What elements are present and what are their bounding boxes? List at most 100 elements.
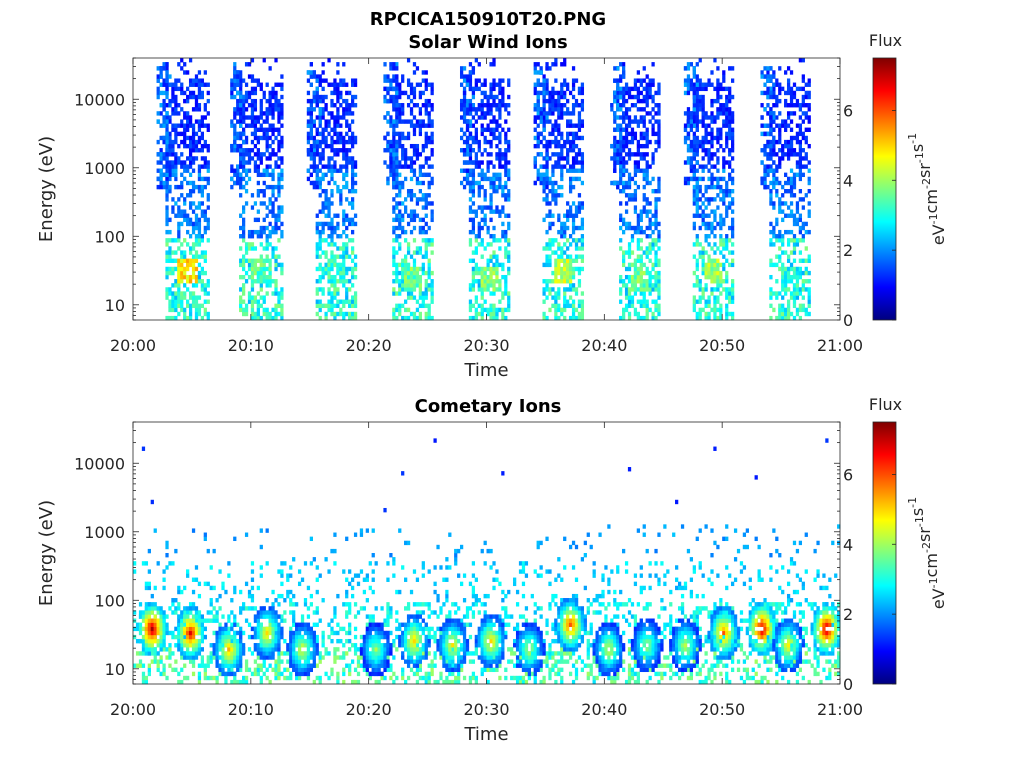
- spectrogram-cell: [695, 299, 699, 304]
- spectrogram-cell: [645, 152, 649, 157]
- spectrogram-cell: [474, 279, 478, 284]
- spectrogram-cell: [492, 176, 496, 182]
- spectrogram-cell: [191, 139, 196, 145]
- spectrogram-cell: [624, 250, 629, 255]
- spectrogram-cell: [789, 152, 794, 157]
- spectrogram-cell: [180, 266, 184, 272]
- spectrogram-cell: [268, 152, 272, 157]
- spectrogram-cell: [545, 86, 549, 92]
- spectrogram-cell: [471, 303, 476, 309]
- spectrogram-cell: [563, 103, 567, 108]
- spectrogram-cell: [206, 160, 210, 165]
- spectrogram-cell: [392, 209, 396, 214]
- spectrogram-cell: [424, 201, 428, 206]
- spectrogram-cell: [406, 78, 411, 83]
- spectrogram-cell: [330, 254, 334, 259]
- spectrogram-cell: [486, 262, 490, 268]
- spectrogram-cell: [392, 225, 396, 231]
- spectrogram-cell: [622, 164, 626, 169]
- spectrogram-cell: [424, 303, 428, 309]
- spectrogram-cell: [486, 274, 490, 280]
- spectrogram-cell: [580, 82, 585, 87]
- spectrogram-cell: [200, 201, 204, 206]
- spectrogram-cell: [280, 184, 284, 190]
- spectrogram-cell: [427, 82, 431, 87]
- spectrogram-cell: [253, 135, 258, 141]
- spectrogram-cell: [683, 123, 688, 128]
- spectrogram-cell: [197, 148, 202, 153]
- spectrogram-cell: [327, 119, 331, 124]
- spectrogram-cell: [778, 90, 782, 96]
- spectrogram-cell: [792, 148, 797, 153]
- spectrogram-cell: [801, 258, 805, 263]
- spectrogram-cell: [265, 205, 269, 210]
- spectrogram-cell: [683, 176, 688, 182]
- spectrogram-cell: [698, 86, 702, 92]
- spectrogram-cell: [250, 131, 255, 137]
- spectrogram-cell: [778, 160, 782, 165]
- spectrogram-cell: [778, 246, 782, 251]
- spectrogram-cell: [789, 213, 794, 218]
- spectrogram-cell: [577, 148, 582, 153]
- spectrogram-cell: [342, 184, 346, 190]
- spectrogram-cell: [778, 291, 782, 296]
- spectrogram-cell: [239, 94, 243, 100]
- spectrogram-cell: [725, 279, 729, 284]
- spectrogram-cell: [330, 262, 334, 268]
- spectrogram-cell: [704, 266, 708, 272]
- spectrogram-cell: [692, 103, 696, 108]
- spectrogram-cell: [504, 135, 508, 141]
- spectrogram-cell: [710, 135, 714, 141]
- spectrogram-cell: [188, 221, 193, 227]
- spectrogram-cell: [191, 221, 196, 227]
- spectrogram-cell: [418, 127, 422, 132]
- spectrogram-cell: [554, 307, 558, 313]
- spectrogram-cell: [191, 107, 196, 112]
- spectrogram-cell: [792, 184, 797, 190]
- spectrogram-cell: [309, 143, 313, 149]
- spectrogram-cell: [613, 90, 617, 96]
- spectrogram-cell: [551, 107, 555, 112]
- spectrogram-cell: [722, 86, 726, 92]
- spectrogram-cell: [489, 205, 493, 210]
- spectrogram-cell: [165, 287, 169, 292]
- spectrogram-cell: [545, 66, 549, 71]
- spectrogram-cell: [230, 176, 234, 182]
- spectrogram-cell: [804, 287, 808, 292]
- spectrogram-cell: [536, 62, 540, 67]
- spectrogram-cell: [798, 287, 803, 292]
- spectrogram-cell: [180, 131, 184, 137]
- spectrogram-cell: [242, 283, 246, 288]
- spectrogram-cell: [336, 107, 340, 112]
- spectrogram-cell: [424, 193, 428, 198]
- spectrogram-cell: [427, 119, 431, 124]
- spectrogram-cell: [645, 213, 649, 218]
- spectrogram-cell: [507, 291, 511, 296]
- spectrogram-cell: [188, 78, 193, 83]
- spectrogram-cell: [404, 266, 408, 272]
- spectrogram-cell: [159, 90, 163, 96]
- spectrogram-cell: [259, 274, 263, 280]
- spectrogram-cell: [551, 189, 555, 194]
- spectrogram-cell: [701, 139, 705, 145]
- spectrogram-cell: [639, 299, 643, 304]
- spectrogram-cell: [710, 279, 714, 284]
- spectrogram-cell: [633, 119, 638, 124]
- spectrogram-cell: [398, 94, 402, 100]
- spectrogram-cell: [389, 143, 393, 149]
- spectrogram-cell: [713, 295, 717, 300]
- spectrogram-cell: [707, 176, 711, 182]
- spectrogram-cell: [262, 172, 266, 178]
- spectrogram-cell: [318, 74, 322, 79]
- spectrogram-cell: [406, 295, 411, 300]
- spectrogram-cell: [624, 283, 629, 288]
- spectrogram-cell: [657, 127, 661, 132]
- spectrogram-cell: [421, 103, 425, 108]
- spectrogram-cell: [250, 246, 255, 251]
- spectrogram-cell: [174, 94, 178, 100]
- spectrogram-cell: [324, 189, 328, 194]
- spectrogram-cell: [342, 254, 346, 259]
- spectrogram-cell: [498, 307, 502, 313]
- spectrogram-cell: [277, 98, 281, 104]
- spectrogram-cell: [250, 74, 255, 79]
